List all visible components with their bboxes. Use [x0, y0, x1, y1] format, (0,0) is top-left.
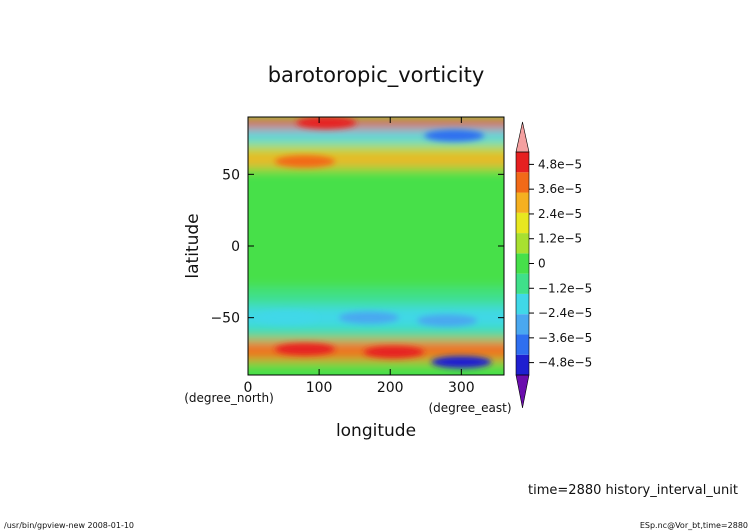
vorticity-band-4 — [248, 167, 504, 189]
y-units-label: (degree_north) — [184, 391, 274, 405]
vorticity-band-5 — [248, 188, 504, 218]
colorbar-tick-label: 1.2e−5 — [538, 232, 582, 246]
colorbar-segment — [516, 354, 529, 375]
vorticity-feature-8 — [431, 356, 492, 369]
colorbar-bottom-arrow — [515, 374, 530, 409]
x-axis: 0 100 200 300 — [244, 117, 475, 396]
plot-area — [247, 116, 505, 376]
colorbar-segment — [516, 233, 529, 254]
colorbar-segment — [516, 253, 529, 274]
colorbar-segment — [516, 192, 529, 213]
vorticity-feature-6 — [274, 343, 335, 356]
x-tick-label: 100 — [306, 380, 333, 396]
vorticity-band-6 — [248, 217, 504, 261]
colorbar-tick-label: 4.8e−5 — [538, 157, 582, 171]
colorbar-tick-label: 0 — [538, 257, 546, 271]
colorbar-segment — [516, 334, 529, 355]
vorticity-feature-1 — [424, 129, 485, 142]
vorticity-feature-2 — [274, 155, 335, 168]
vorticity-feature-5 — [417, 314, 478, 327]
y-tick-label: −50 — [210, 311, 240, 327]
colorbar-segment — [516, 212, 529, 234]
y-tick-label: 50 — [222, 167, 240, 183]
colorbar-top-arrow — [515, 121, 530, 153]
colorbar-tick-label: −4.8e−5 — [538, 356, 592, 370]
vorticity-bands — [248, 117, 504, 375]
y-axis-label: latitude — [183, 213, 203, 278]
colorbar-segment — [516, 273, 529, 294]
colorbar-tick-label: −2.4e−5 — [538, 306, 592, 320]
colorbar-segment — [516, 152, 529, 173]
x-tick-label: 300 — [448, 380, 475, 396]
vorticity-features — [257, 117, 492, 369]
x-tick-label: 0 — [244, 380, 253, 396]
colorbar-segment — [516, 314, 529, 335]
y-axis: −50 0 50 — [210, 167, 504, 327]
vorticity-band-8 — [248, 289, 504, 307]
colorbar: 4.8e−5 3.6e−5 2.4e−5 1.2e−5 0 −1.2e−5 −2.4e−5 −… — [515, 121, 592, 409]
vorticity-band-3 — [248, 152, 504, 168]
vorticity-band-2 — [248, 142, 504, 153]
colorbar-segment — [516, 172, 529, 193]
vorticity-band-10 — [248, 329, 504, 341]
colorbar-tick-label: 2.4e−5 — [538, 207, 582, 221]
colorbar-tick-label: 3.6e−5 — [538, 182, 582, 196]
x-tick-label: 200 — [377, 380, 404, 396]
vorticity-band-0 — [248, 117, 504, 129]
vorticity-feature-7 — [363, 346, 424, 359]
vorticity-feature-3 — [338, 311, 399, 324]
x-axis-label: longitude — [336, 421, 416, 441]
colorbar-tick-label: −3.6e−5 — [538, 331, 592, 345]
chart-title: barotoropic_vorticity — [268, 63, 485, 88]
y-tick-label: 0 — [231, 239, 240, 255]
vorticity-band-7 — [248, 260, 504, 289]
vorticity-feature-4 — [257, 311, 318, 324]
footer-left-note: /usr/bin/gpview-new 2008-01-10 — [4, 521, 134, 530]
footer-right-note: ESp.nc@Vor_bt,time=2880 — [640, 521, 748, 530]
x-units-label: (degree_east) — [428, 401, 511, 415]
colorbar-tick-label: −1.2e−5 — [538, 281, 592, 295]
colorbar-segment — [516, 293, 529, 315]
time-label: time=2880 history_interval_unit — [528, 483, 738, 498]
vorticity-feature-0 — [296, 117, 357, 129]
